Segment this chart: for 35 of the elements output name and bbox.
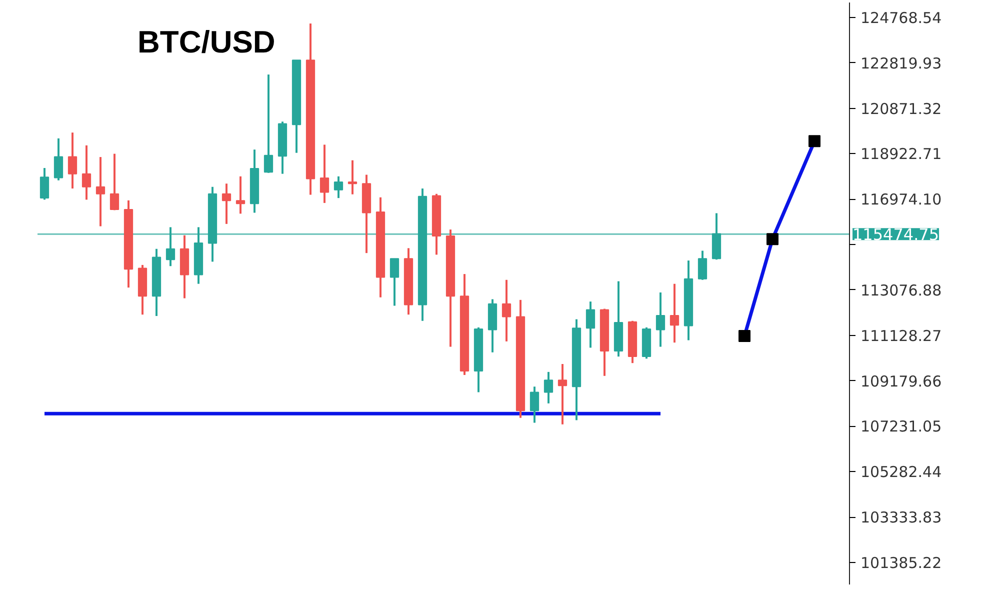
candlestick: [348, 159, 358, 196]
candlestick: [390, 258, 400, 307]
y-tick-label: 116974.10: [860, 190, 942, 209]
y-tick-label: 111128.27: [860, 326, 942, 345]
candlestick: [586, 300, 596, 349]
y-tick-label: 113076.88: [860, 281, 942, 300]
candlestick: [222, 182, 232, 225]
candlestick: [656, 291, 666, 348]
candlestick: [54, 137, 64, 182]
candlestick: [530, 386, 540, 424]
ref-line-label: 115474.75: [852, 225, 940, 244]
y-tick-label: 109179.66: [860, 372, 942, 390]
candlestick: [320, 144, 330, 204]
y-tick-label: 105282.44: [860, 463, 942, 482]
y-tick-label: 124768.54: [860, 8, 942, 27]
y-tick-label: 118922.71: [860, 145, 942, 164]
text: BTC/USD: [138, 24, 276, 60]
y-tick-label: 103333.83: [860, 508, 942, 527]
candlestick: [502, 278, 512, 342]
candlestick: [544, 370, 554, 404]
candlestick: [558, 363, 568, 426]
y-tick-label: 101385.22: [860, 554, 942, 572]
candlestick: [670, 282, 680, 344]
candlestick: [82, 144, 92, 201]
candlestick: [236, 175, 246, 215]
y-tick-label: 107231.05: [860, 418, 942, 436]
candlestick: [110, 152, 120, 212]
candlestick: [698, 250, 708, 281]
candlestick: [334, 175, 344, 200]
candlestick: [96, 156, 106, 228]
y-tick-label: 120871.32: [860, 100, 942, 118]
y-tick-label: 122819.93: [860, 54, 942, 72]
candlestick: [40, 166, 50, 201]
candlestick: [68, 132, 78, 190]
candlestick: [264, 74, 274, 174]
